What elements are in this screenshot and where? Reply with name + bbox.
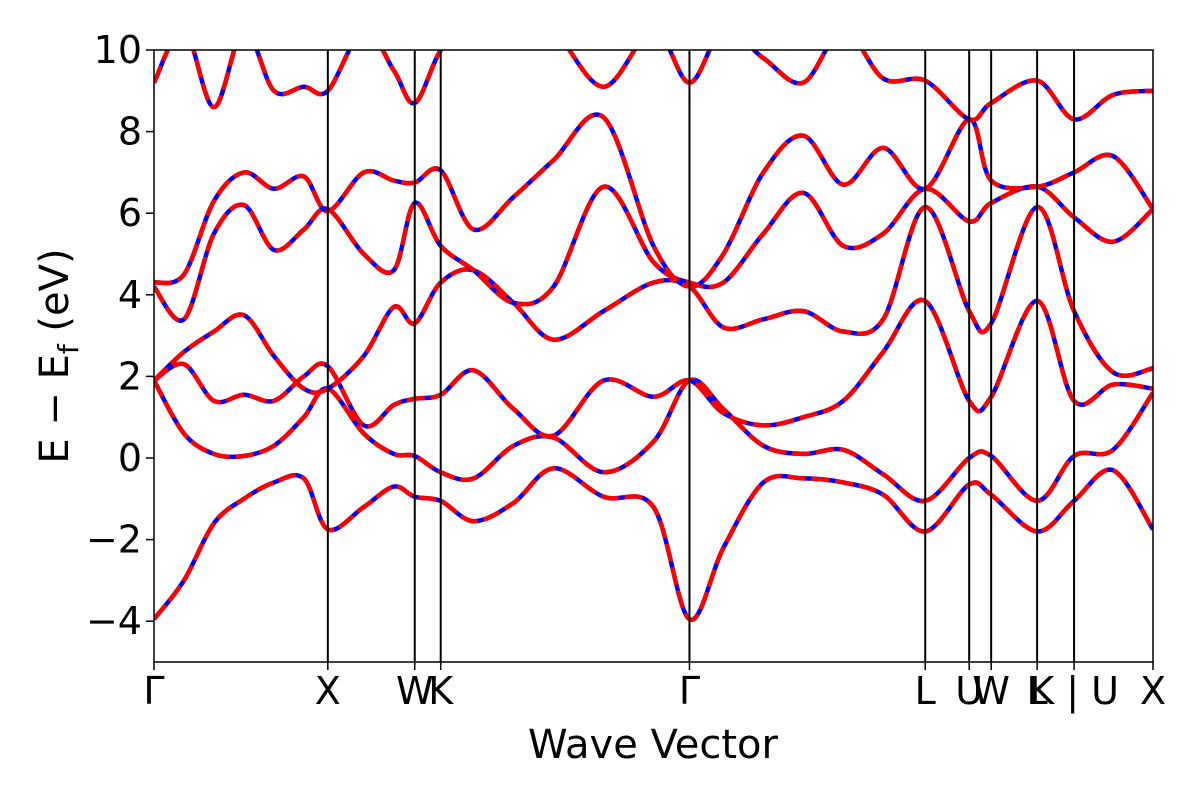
x-tick-label: X	[1140, 669, 1166, 713]
bands-layer	[154, 50, 1153, 622]
x-tick-label: K	[428, 669, 454, 713]
x-tick-label: K | U	[1029, 669, 1119, 714]
x-axis-label: Wave Vector	[528, 722, 779, 768]
y-tick-label: 0	[118, 436, 142, 480]
y-axis-label-unit: (eV)	[32, 248, 78, 344]
x-tick-label: Γ	[143, 669, 164, 713]
y-tick-label: 8	[118, 110, 142, 154]
band-5-spin-up	[154, 184, 1153, 323]
y-axis-ticks: −4 −2 0 2 4 6 8 10	[86, 28, 154, 643]
y-tick-label: 4	[118, 273, 142, 317]
y-tick-label: −2	[86, 518, 142, 562]
band-1-spin-down	[154, 465, 1153, 622]
y-axis-label-subscript: f	[52, 343, 85, 354]
x-tick-label: Γ	[679, 669, 700, 713]
x-tick-label: L	[915, 669, 936, 713]
x-tick-label: W	[396, 669, 434, 713]
y-tick-label: −4	[86, 599, 142, 643]
plot-frame	[153, 49, 1154, 663]
band-2-spin-up	[154, 377, 1153, 504]
x-tick-label: W	[972, 669, 1010, 713]
y-axis-label-main: E − E	[32, 354, 78, 464]
band-3-spin-up	[154, 297, 1153, 439]
band-1-spin-up	[154, 465, 1153, 622]
y-tick-label: 2	[118, 354, 142, 398]
band-6-spin-up	[154, 112, 1153, 289]
band-5-spin-down	[154, 184, 1153, 323]
x-tick-label: U	[955, 669, 983, 713]
x-tick-label: X	[315, 669, 341, 713]
band-7-spin-up	[154, 50, 1153, 123]
y-tick-label: 10	[94, 28, 142, 72]
y-axis-label: E − Ef (eV)	[32, 248, 85, 463]
y-tick-label: 6	[118, 191, 142, 235]
band-7-spin-down	[154, 50, 1153, 123]
x-tick-label: L	[1027, 669, 1048, 713]
kpoint-lines	[326, 50, 1076, 662]
